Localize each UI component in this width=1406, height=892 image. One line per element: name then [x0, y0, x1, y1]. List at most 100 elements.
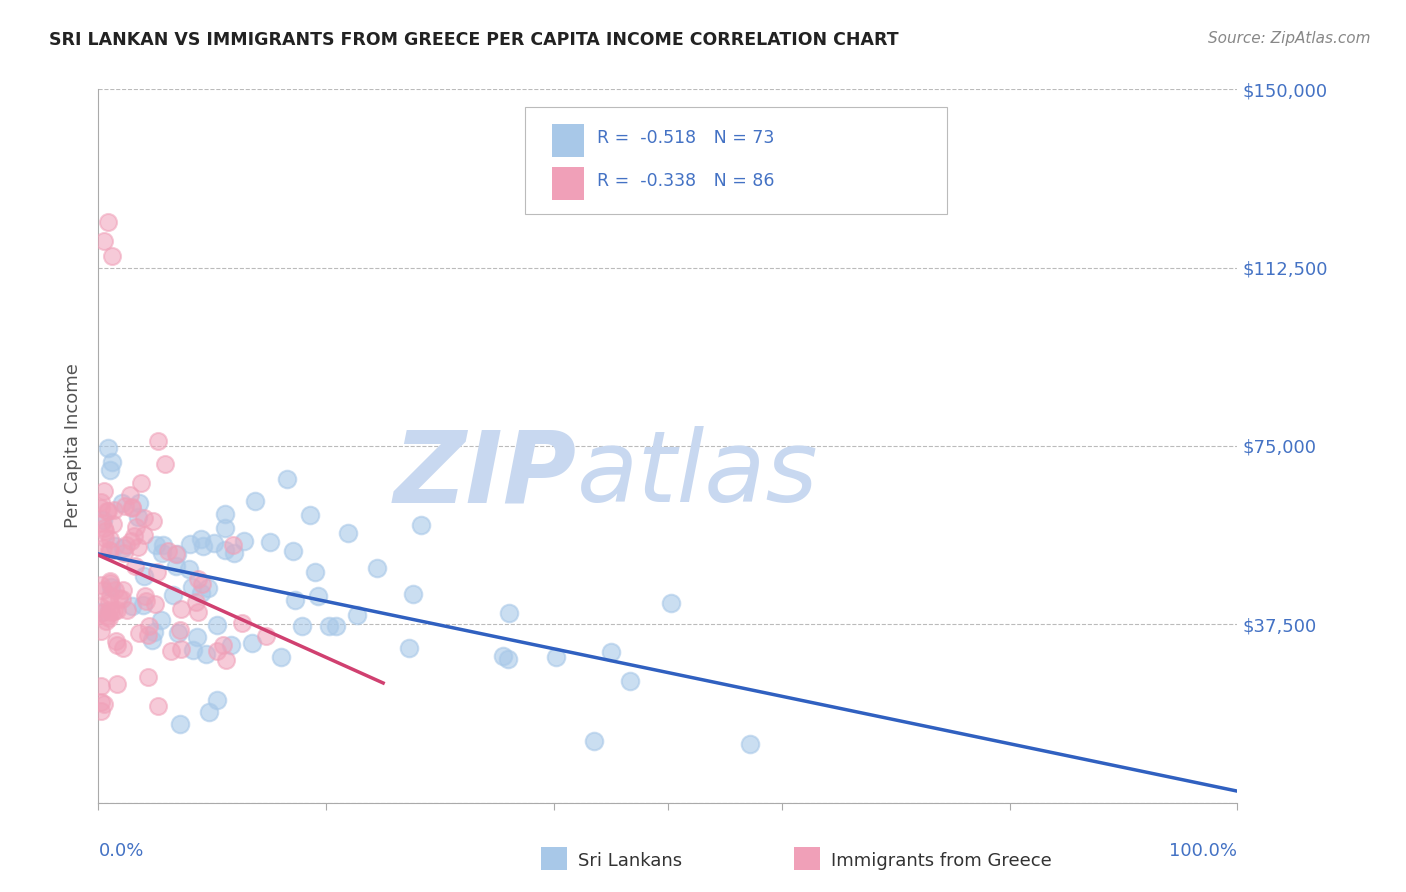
Point [105, 634, 128, 648]
Point [98, 544, 121, 558]
Point [215, 652, 238, 666]
Point [186, 630, 208, 644]
Point [125, 520, 148, 534]
Point [291, 619, 314, 633]
Point [90, 501, 112, 516]
Point [205, 644, 228, 658]
Text: Sri Lankans: Sri Lankans [578, 852, 682, 870]
Point [270, 650, 292, 665]
Point [134, 589, 156, 603]
Point [98, 542, 121, 557]
Point [284, 593, 307, 607]
Point [90, 516, 112, 531]
Point [740, 737, 762, 751]
Point [179, 562, 201, 576]
Point [120, 533, 142, 548]
Point [101, 517, 124, 532]
Point [90, 606, 112, 620]
Point [659, 596, 682, 610]
Point [187, 572, 209, 586]
Point [219, 638, 242, 652]
Text: atlas: atlas [576, 426, 818, 523]
Point [132, 528, 155, 542]
Point [90, 704, 112, 718]
Point [93, 235, 115, 249]
Point [94, 532, 117, 546]
Point [93, 698, 115, 712]
Point [134, 568, 156, 582]
Point [366, 561, 388, 575]
Point [127, 540, 149, 554]
Point [165, 558, 187, 573]
Point [167, 625, 190, 640]
Point [240, 636, 263, 650]
Point [402, 587, 425, 601]
Point [114, 546, 136, 560]
Point [325, 619, 347, 633]
Point [101, 249, 124, 263]
Point [224, 546, 246, 560]
Point [105, 638, 128, 652]
Point [198, 705, 221, 719]
Point [98, 463, 121, 477]
Point [179, 536, 201, 550]
Point [90, 495, 112, 509]
Point [156, 544, 179, 558]
Y-axis label: Per Capita Income: Per Capita Income [65, 364, 83, 528]
Point [114, 499, 136, 513]
Point [94, 615, 117, 629]
Point [104, 539, 127, 553]
Text: SRI LANKAN VS IMMIGRANTS FROM GREECE PER CAPITA INCOME CORRELATION CHART: SRI LANKAN VS IMMIGRANTS FROM GREECE PER… [49, 31, 898, 49]
Point [129, 475, 152, 490]
Point [187, 606, 209, 620]
Text: 0.0%: 0.0% [98, 842, 143, 860]
Point [496, 651, 519, 665]
Point [135, 594, 157, 608]
Point [232, 534, 254, 549]
Point [498, 606, 520, 620]
Point [205, 693, 228, 707]
Point [90, 679, 112, 693]
Point [150, 546, 173, 560]
Point [98, 574, 121, 588]
Point [254, 629, 277, 643]
Point [124, 528, 146, 542]
Point [211, 639, 233, 653]
Text: R =  -0.518  N = 73: R = -0.518 N = 73 [598, 128, 775, 146]
Point [492, 648, 515, 663]
Point [307, 590, 329, 604]
Point [105, 603, 128, 617]
Point [121, 500, 143, 515]
Point [91, 582, 114, 597]
Point [98, 603, 121, 617]
Point [96, 504, 118, 518]
Text: Source: ZipAtlas.com: Source: ZipAtlas.com [1208, 31, 1371, 46]
Point [259, 535, 281, 549]
Point [104, 583, 127, 598]
Point [108, 591, 131, 606]
Point [276, 472, 298, 486]
Point [619, 673, 641, 688]
Point [165, 547, 187, 561]
Point [91, 513, 114, 527]
Point [138, 619, 160, 633]
Point [150, 613, 173, 627]
Point [132, 599, 155, 613]
Point [214, 543, 236, 558]
Point [318, 619, 340, 633]
Point [128, 496, 150, 510]
Point [148, 699, 170, 714]
Point [184, 595, 207, 609]
Point [111, 591, 134, 606]
Point [231, 616, 253, 631]
Point [93, 484, 115, 499]
Point [409, 517, 432, 532]
Text: Immigrants from Greece: Immigrants from Greece [831, 852, 1052, 870]
Text: ZIP: ZIP [394, 426, 576, 523]
Point [103, 503, 125, 517]
Point [100, 580, 122, 594]
Point [146, 434, 169, 448]
Point [222, 537, 245, 551]
Point [98, 532, 121, 546]
Point [170, 602, 193, 616]
